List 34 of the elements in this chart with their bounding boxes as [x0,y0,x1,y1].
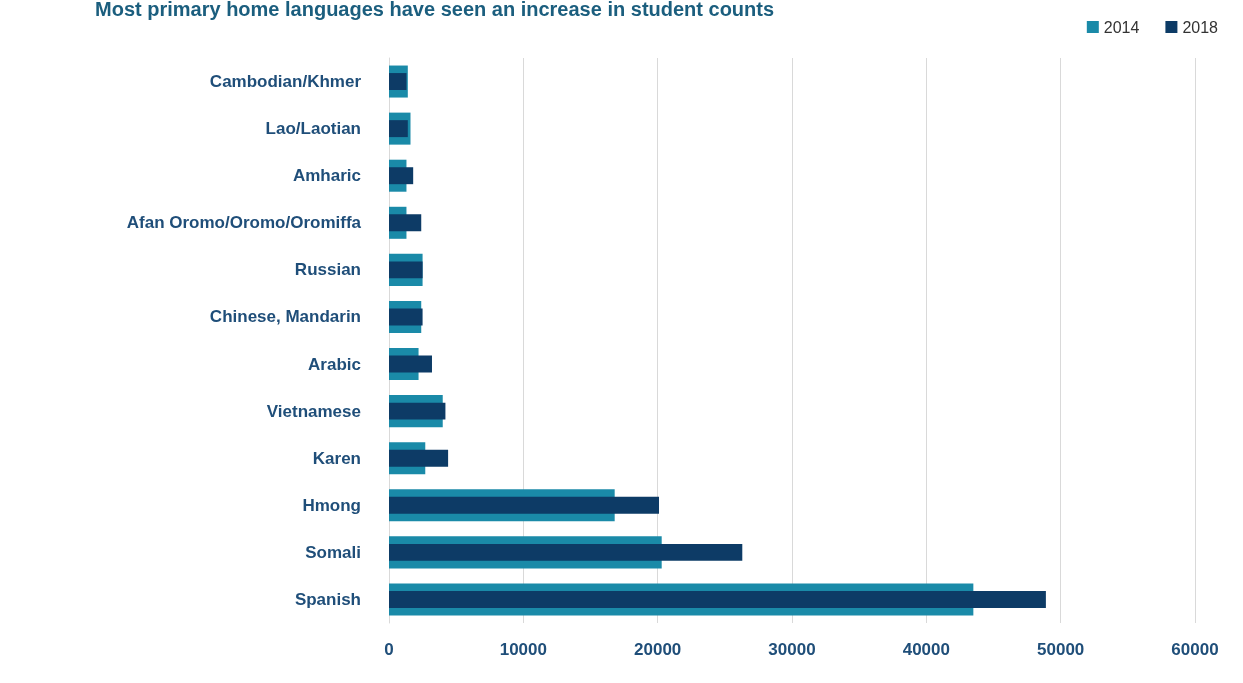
bar [389,261,423,279]
y-tick-label: Karen [312,448,361,468]
bar [389,355,432,373]
x-tick-label: 20000 [634,640,682,659]
y-tick-label: Afan Oromo/Oromo/Oromiffa [126,213,362,233]
x-tick-label: 50000 [1037,640,1085,659]
legend-label: 2014 [1103,18,1140,36]
bar [389,214,422,232]
bar [389,590,1046,608]
y-tick-label: Cambodian/Khmer [209,72,362,92]
y-tick-label: Amharic [292,166,361,186]
legend-label: 2018 [1182,18,1219,36]
y-tick-label: Lao/Laotian [265,119,361,139]
bar [389,120,408,138]
bar [389,496,660,514]
y-tick-label: Russian [294,260,361,280]
y-tick-label: Chinese, Mandarin [209,307,361,327]
chart-title: Most primary home languages have seen an increase in student counts [95,0,775,20]
bar [389,167,414,185]
y-tick-label: Vietnamese [266,401,361,421]
bar [389,73,407,91]
x-tick-label: 10000 [499,640,547,659]
y-tick-label: Hmong [302,495,361,515]
y-tick-label: Arabic [308,354,361,374]
bar [389,308,423,326]
bar [389,402,446,420]
bar [389,543,743,561]
bar [389,449,449,467]
y-tick-label: Spanish [294,589,361,609]
x-tick-label: 40000 [902,640,950,659]
x-tick-label: 60000 [1171,640,1219,659]
y-tick-label: Somali [305,542,361,562]
x-tick-label: 0 [384,640,394,659]
x-tick-label: 30000 [768,640,816,659]
